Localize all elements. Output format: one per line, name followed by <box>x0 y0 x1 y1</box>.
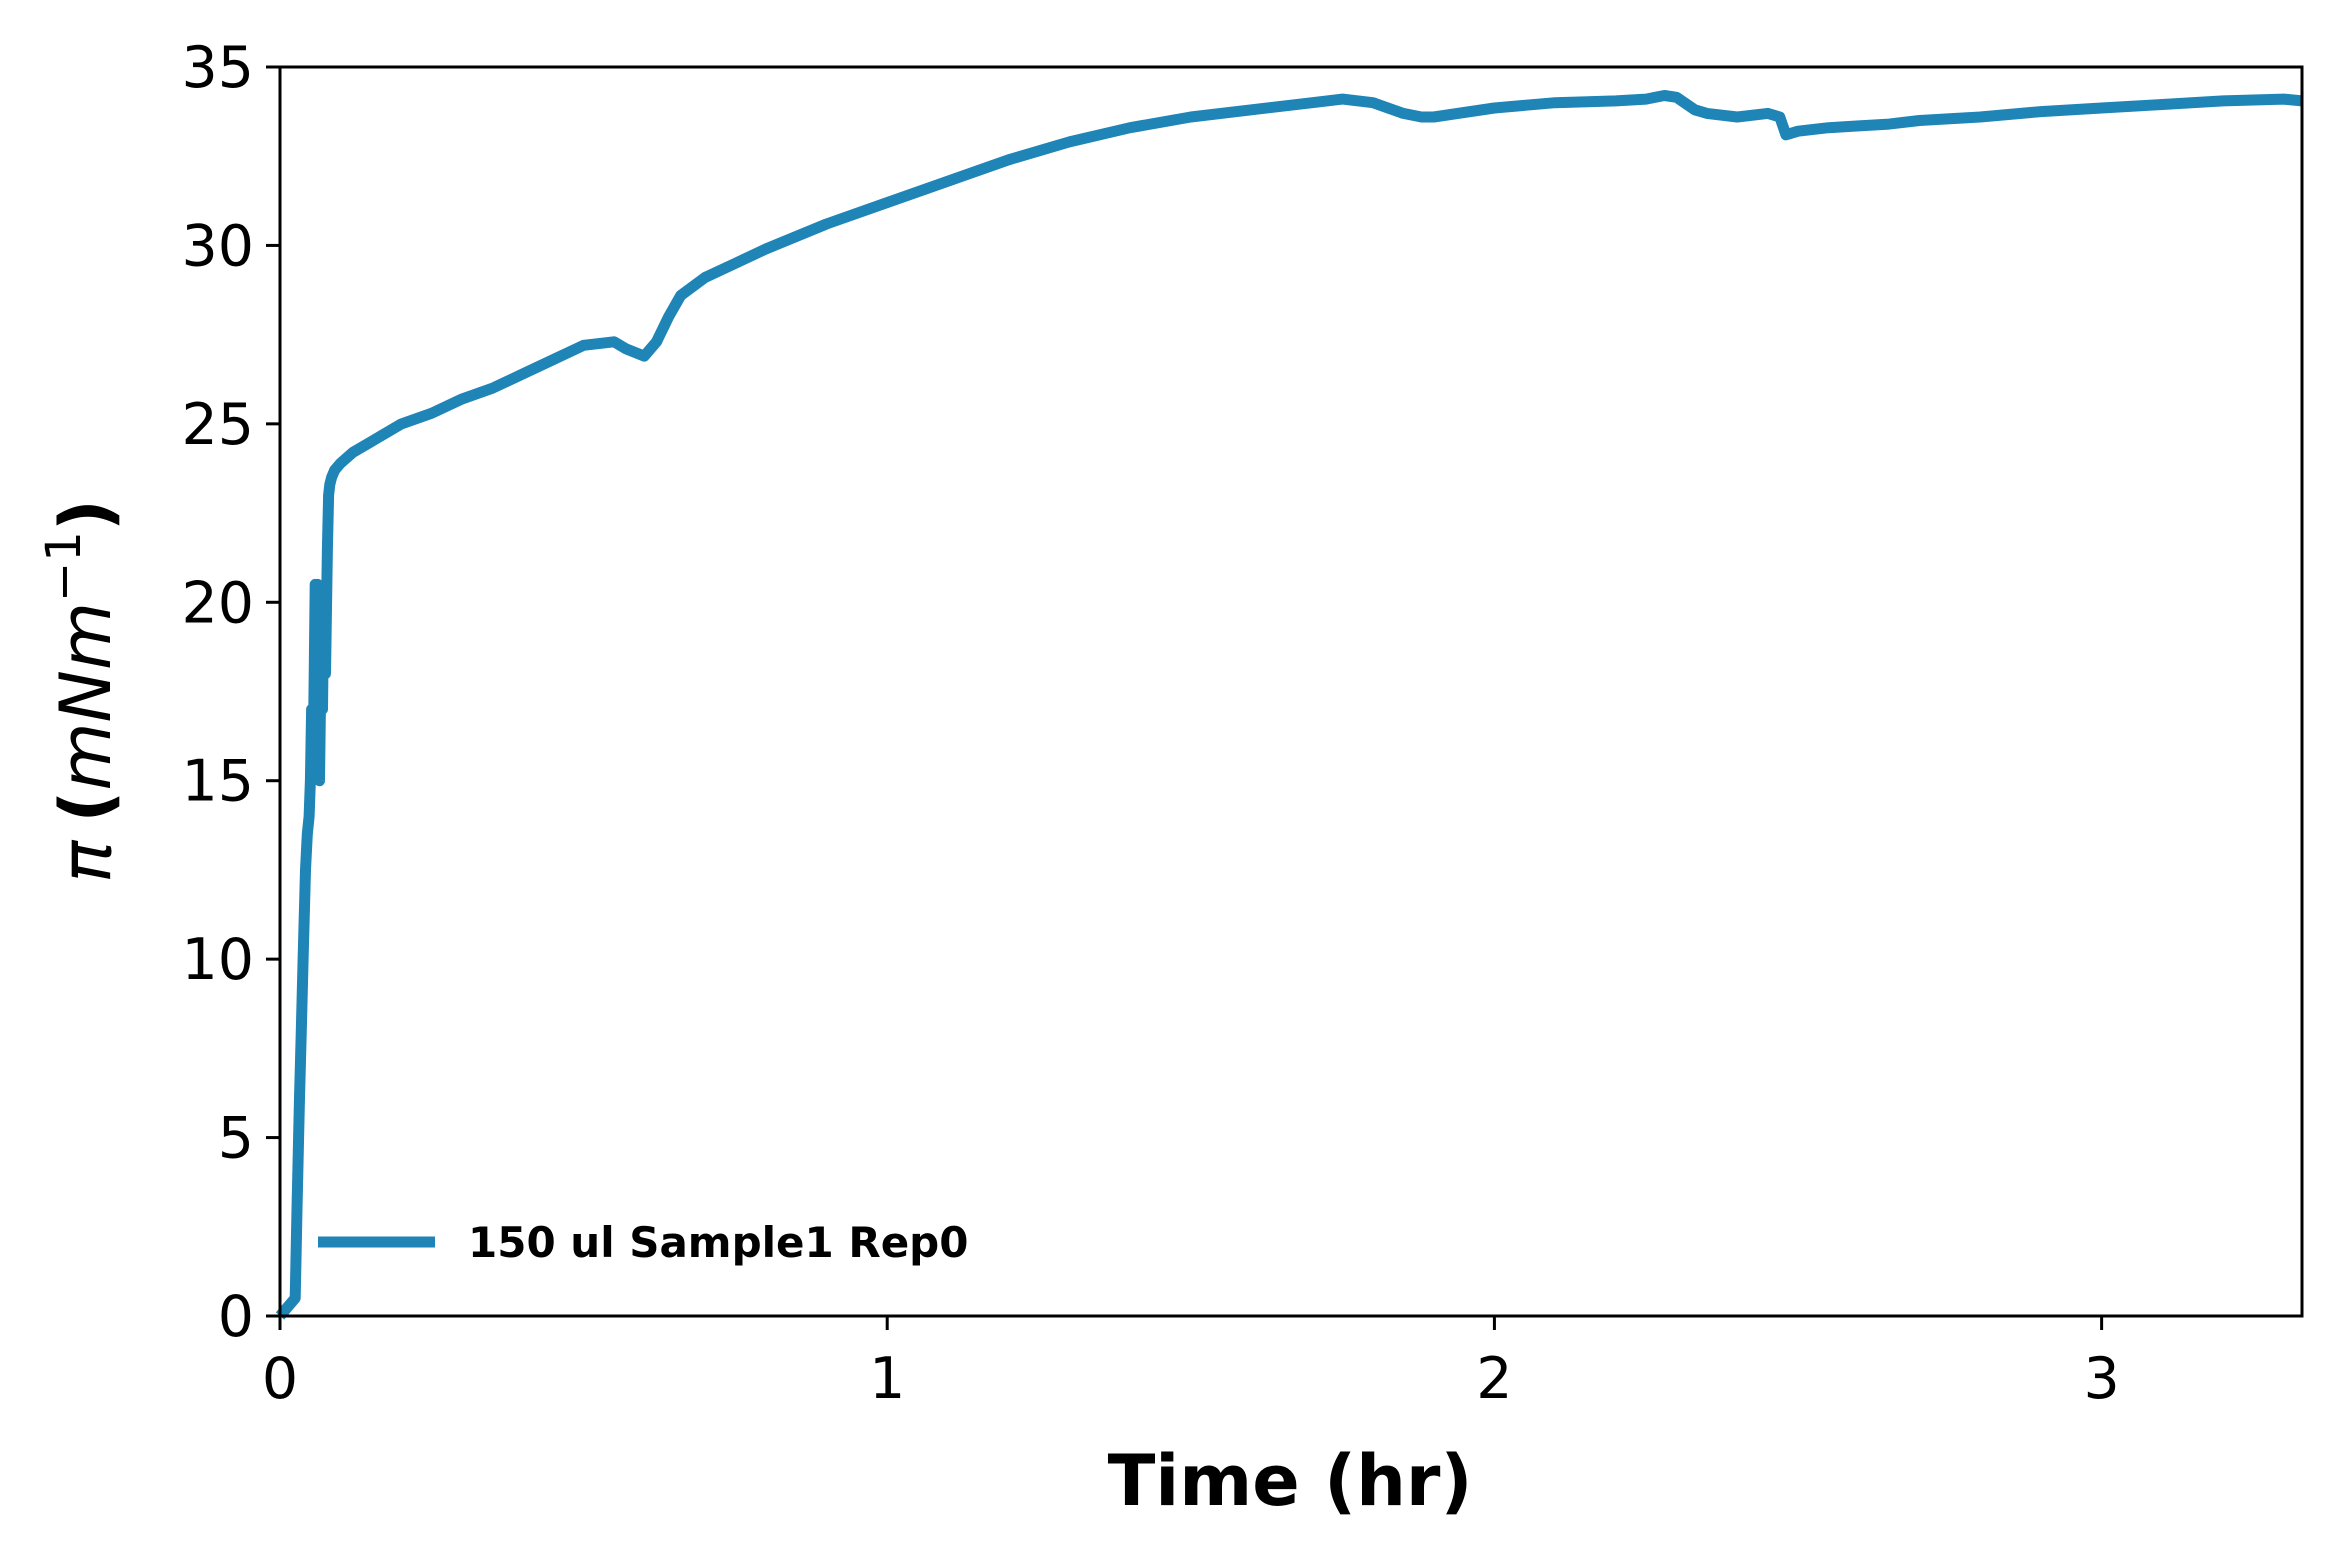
x-axis-title: Time (hr) <box>1108 1440 1473 1522</box>
y-axis-title-symbol: π <box>45 839 127 883</box>
plot-frame <box>278 65 2304 1318</box>
y-tick-label: 10 <box>181 927 254 993</box>
plot-area <box>280 67 2302 1316</box>
y-tick-label: 20 <box>181 570 254 636</box>
y-axis-title: π (mNm−1) <box>36 499 127 883</box>
y-axis-title-exponent: −1 <box>36 531 92 602</box>
y-tick-label: 5 <box>218 1106 254 1172</box>
x-tick-label: 1 <box>869 1346 905 1412</box>
legend-label: 150 ul Sample1 Rep0 <box>468 1218 968 1267</box>
y-axis-title-open-paren: ( <box>45 791 127 823</box>
y-tick-label: 15 <box>181 749 254 815</box>
y-tick-label: 30 <box>181 213 254 279</box>
series-layer <box>275 90 2303 1320</box>
y-tick-label: 0 <box>218 1284 254 1350</box>
y-tick-label: 35 <box>181 35 254 101</box>
x-tick-label: 0 <box>262 1346 298 1412</box>
series-line-0 <box>275 90 2303 1320</box>
y-tick-label: 25 <box>181 392 254 458</box>
x-axis-ticks: 0 1 2 3 <box>262 1316 2120 1412</box>
x-tick-label: 3 <box>2083 1346 2119 1412</box>
x-tick-label: 2 <box>1476 1346 1512 1412</box>
y-axis-title-close-paren: ) <box>45 499 127 531</box>
y-axis-title-unit: mNm <box>45 602 127 791</box>
y-axis-ticks: 0 5 10 15 20 25 30 35 <box>181 35 280 1350</box>
legend: 150 ul Sample1 Rep0 <box>318 1218 968 1267</box>
